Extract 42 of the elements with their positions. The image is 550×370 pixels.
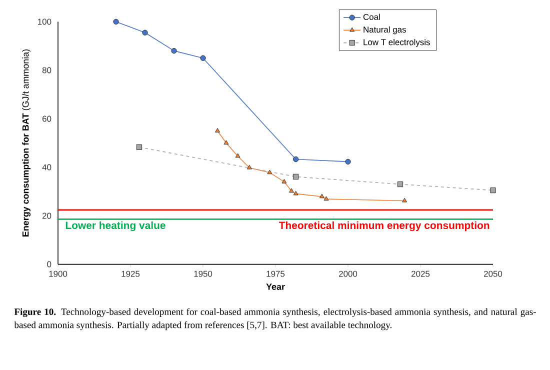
point <box>397 181 404 188</box>
x-tick-label: 2000 <box>339 270 358 277</box>
point <box>215 128 220 132</box>
y-axis-title: Energy consumption for BAT (GJ/t ammonia) <box>22 49 31 236</box>
text: Figure 10. Technology-based development for coal-based ammonia synthesis, electrolysis-based ammonia synthesis, and natural gas-based ammonia synthesis. Partially adapted from references [5,7]. BAT: best available technology. <box>14 308 536 330</box>
y-tick-label: 20 <box>42 212 52 219</box>
y-tick-label: 0 <box>47 261 52 268</box>
ref-line-label: Theoretical minimum energy consumption <box>278 221 490 232</box>
legend-label: Low T electrolysis <box>364 38 430 47</box>
ref-line-label: Lower heating value <box>66 221 166 232</box>
x-tick-label: 1950 <box>194 270 212 277</box>
point <box>319 194 324 198</box>
x-tick-label: 2050 <box>484 270 502 277</box>
point <box>142 30 148 36</box>
y-tick-label: 60 <box>42 116 52 122</box>
point <box>267 170 272 174</box>
legend-label: Natural gas <box>364 26 406 34</box>
x-tick-label: 1925 <box>122 270 140 277</box>
x-tick-label: 1975 <box>266 270 285 277</box>
point <box>113 18 119 25</box>
point <box>200 55 206 61</box>
legend-label: Coal <box>363 14 380 20</box>
point <box>293 190 298 196</box>
x-tick-label: 1900 <box>49 270 68 277</box>
point <box>171 48 177 54</box>
y-tick-label: 80 <box>42 67 52 74</box>
point <box>136 144 142 150</box>
point <box>246 164 252 170</box>
point <box>224 140 229 145</box>
point <box>235 153 240 158</box>
x-axis-title: Year <box>266 284 285 290</box>
x-tick-label: 2025 <box>412 270 430 277</box>
point <box>292 156 299 162</box>
point <box>282 178 287 184</box>
point <box>345 158 351 165</box>
point <box>490 187 496 194</box>
point <box>324 196 329 201</box>
point <box>288 188 294 193</box>
y-tick-label: 100 <box>38 18 52 25</box>
y-tick-label: 40 <box>42 164 52 170</box>
point <box>292 174 299 180</box>
point <box>402 198 408 202</box>
